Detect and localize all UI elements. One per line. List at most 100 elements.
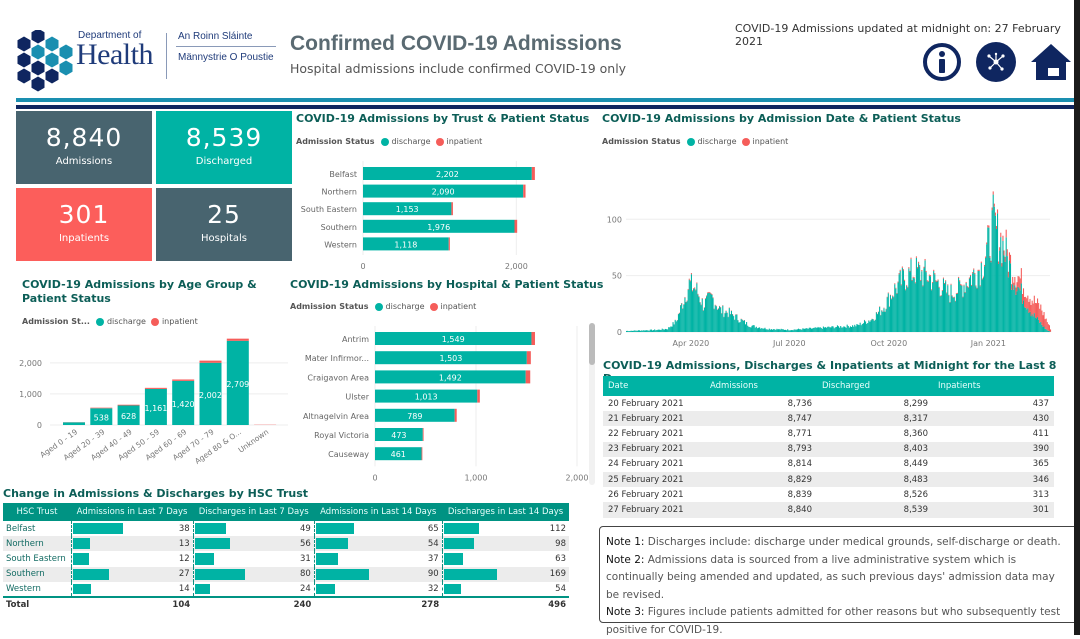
- scrollbar-thumb[interactable]: [589, 323, 595, 365]
- col-discharged[interactable]: Discharged: [817, 376, 933, 396]
- bar-inpatient: [923, 267, 924, 268]
- legend-title: Admission Status: [296, 137, 375, 146]
- hospital-chart-scrollbar[interactable]: [589, 323, 595, 485]
- bar-discharge: [913, 278, 914, 332]
- home-button[interactable]: [1030, 42, 1072, 82]
- bar-discharge: [706, 296, 707, 332]
- info-button[interactable]: [922, 42, 962, 82]
- bar-inpatient: [988, 226, 989, 228]
- bar-inpatient: [716, 306, 717, 307]
- network-button[interactable]: [976, 42, 1016, 82]
- bar-discharge: [980, 286, 981, 332]
- bar-discharge: [832, 326, 833, 332]
- bar-discharge: [751, 326, 752, 332]
- bar-discharge: [804, 329, 805, 332]
- legend-inpatient[interactable]: inpatient: [162, 317, 198, 326]
- cell-number: 13: [179, 539, 190, 549]
- bar-discharge: [769, 329, 770, 332]
- bar-discharge: [935, 281, 936, 332]
- bar-discharge: [995, 216, 996, 332]
- data-bar: [316, 538, 348, 549]
- bar-discharge: [891, 299, 892, 332]
- cell-number: 56: [300, 539, 311, 549]
- cell-date: 22 February 2021: [603, 426, 705, 441]
- legend-discharge[interactable]: discharge: [392, 137, 431, 146]
- y-tick-label: 0: [37, 421, 42, 430]
- bar-discharge: [1022, 304, 1023, 332]
- bar-discharge: [825, 327, 826, 332]
- bar-inpatient: [708, 292, 709, 293]
- col-dis-14[interactable]: Discharges in Last 14 Days: [442, 503, 569, 521]
- data-label: 1,013: [415, 393, 438, 402]
- x-tick-label: 1,000: [465, 473, 488, 482]
- legend-discharge[interactable]: discharge: [107, 317, 146, 326]
- legend-inpatient[interactable]: inpatient: [441, 302, 477, 311]
- bar-discharge: [743, 321, 744, 332]
- bar-discharge: [740, 322, 741, 332]
- bar-discharge: [670, 326, 671, 332]
- cell-discharged: 8,483: [817, 472, 933, 487]
- bar-discharge: [841, 328, 842, 332]
- bar-inpatient: [926, 271, 927, 272]
- logo-hexagon: [32, 77, 45, 92]
- bar-discharge: [655, 330, 656, 332]
- bar-discharge: [808, 329, 809, 332]
- bar-discharge: [957, 294, 958, 332]
- col-adm-7[interactable]: Admissions in Last 7 Days: [71, 503, 193, 521]
- logo-hexagon: [46, 37, 59, 52]
- category-label: Mater Infirmor...: [305, 354, 369, 363]
- bar-discharge: [642, 331, 643, 332]
- col-adm-14[interactable]: Admissions in Last 14 Days: [314, 503, 442, 521]
- bar-inpatient: [1024, 297, 1025, 307]
- bar-discharge: [893, 297, 894, 332]
- col-hsc-trust[interactable]: HSC Trust: [3, 503, 71, 521]
- bar-discharge: [702, 299, 703, 332]
- timeline-chart-title: COVID-19 Admissions by Admission Date & …: [602, 112, 961, 125]
- card-label: Hospitals: [156, 233, 292, 244]
- bar-discharge: [912, 281, 913, 332]
- cell-admissions: 8,793: [705, 442, 817, 457]
- bar-discharge: [854, 325, 855, 332]
- bar-discharge: [747, 326, 748, 332]
- col-dis-7[interactable]: Discharges in Last 7 Days: [193, 503, 314, 521]
- bar-discharge: [921, 271, 922, 332]
- bar-inpatient: [934, 273, 935, 274]
- bar-discharge: [1008, 277, 1009, 332]
- bar-discharge: [779, 329, 780, 332]
- cell-number: 98: [555, 539, 566, 549]
- bar-discharge: [1015, 295, 1016, 332]
- data-bar: [444, 523, 479, 534]
- legend-discharge[interactable]: discharge: [698, 137, 737, 146]
- bar-discharge: [756, 327, 757, 332]
- cell-trust: Southern: [3, 567, 71, 582]
- total-value: 104: [71, 597, 193, 613]
- y-tick-label: 100: [607, 215, 622, 224]
- bar-inpatient: [1007, 249, 1008, 256]
- bar-inpatient: [477, 390, 480, 403]
- bar-inpatient: [879, 306, 880, 307]
- bar-inpatient: [896, 293, 897, 294]
- col-date[interactable]: Date: [603, 376, 705, 396]
- header-band-teal: [16, 98, 1074, 102]
- data-bar: [73, 538, 90, 549]
- trust-chart-title: COVID-19 Admissions by Trust & Patient S…: [296, 112, 589, 125]
- cell-number: 54: [555, 584, 566, 594]
- legend-inpatient[interactable]: inpatient: [447, 137, 483, 146]
- bar-discharge: [948, 296, 949, 332]
- bar-discharge: [836, 327, 837, 332]
- cell-number: 80: [300, 569, 311, 579]
- legend-inpatient[interactable]: inpatient: [753, 137, 789, 146]
- bar-discharge: [983, 278, 984, 332]
- bar-inpatient: [693, 288, 694, 289]
- data-label: 628: [121, 412, 136, 421]
- legend-discharge[interactable]: discharge: [386, 302, 425, 311]
- cell-value: 31: [193, 551, 314, 566]
- cell-number: 37: [428, 554, 439, 564]
- bar-inpatient: [973, 268, 974, 269]
- bar-inpatient: [972, 272, 973, 273]
- bar-discharge: [892, 296, 893, 332]
- col-inpatients[interactable]: Inpatients: [933, 376, 1054, 396]
- col-admissions[interactable]: Admissions: [705, 376, 817, 396]
- bar-inpatient: [979, 270, 980, 271]
- bar-inpatient: [1023, 288, 1024, 300]
